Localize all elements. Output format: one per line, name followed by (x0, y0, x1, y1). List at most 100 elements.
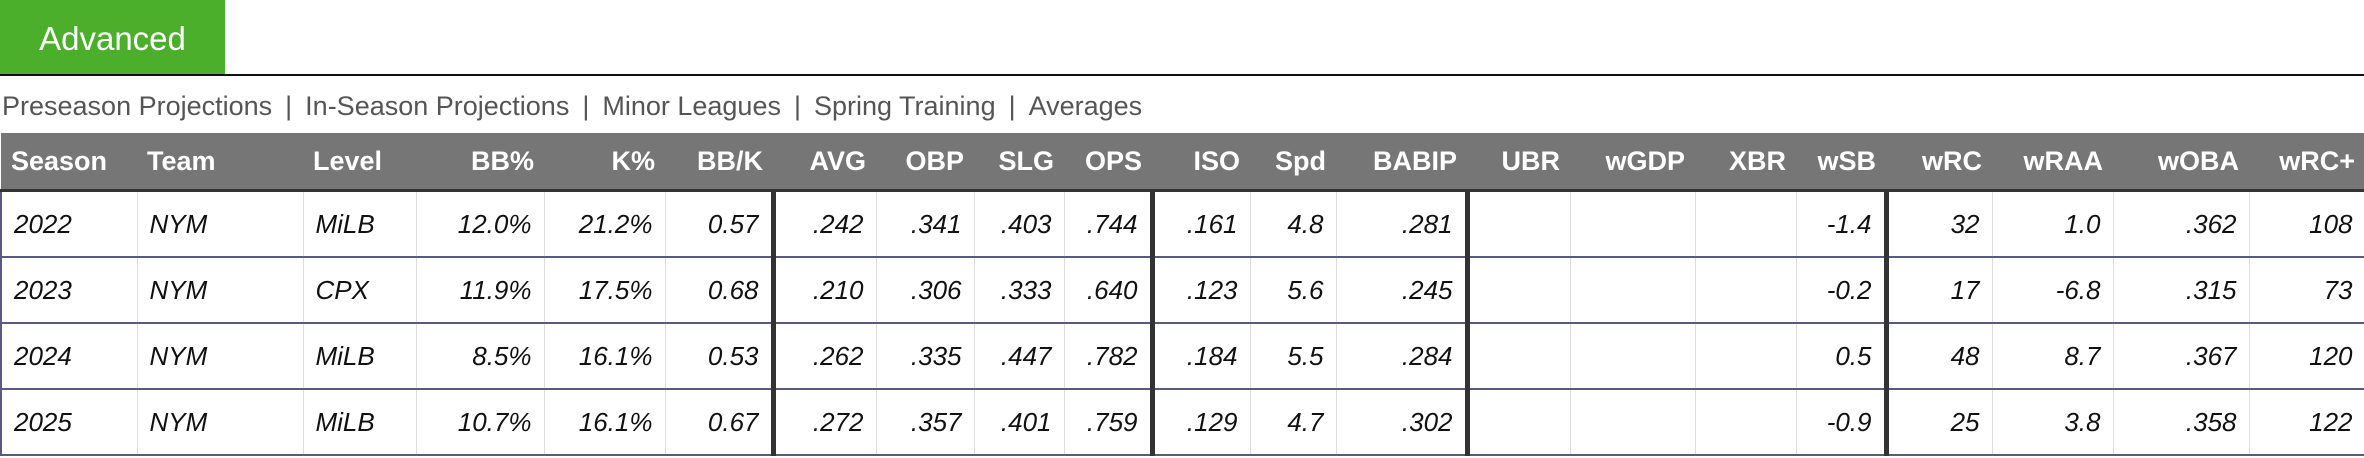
table-cell: .123 (1152, 257, 1251, 324)
column-header[interactable]: UBR (1467, 133, 1570, 191)
table-row: 2024 NYM MiLB 8.5% 16.1% 0.53.262.335.447.782… (0, 323, 2364, 390)
column-header[interactable]: OBP (876, 133, 974, 191)
table-cell: CPX (303, 257, 417, 324)
table-cell (1695, 257, 1797, 324)
table-cell (1570, 189, 1696, 258)
table-cell: 0.5 (1796, 323, 1889, 390)
column-header[interactable]: Level (303, 133, 416, 191)
table-cell: 32 (1886, 189, 1993, 258)
table-cell: .357 (876, 389, 975, 456)
table-cell: 5.6 (1250, 257, 1337, 324)
advanced-tab[interactable]: Advanced (0, 0, 225, 75)
table-cell: 2022 (0, 189, 138, 258)
table-cell: .640 (1064, 257, 1155, 324)
table-cell: .281 (1336, 189, 1470, 258)
nav-separator: | (793, 91, 801, 121)
tab-rule (0, 74, 2364, 76)
table-cell: 73 (2249, 257, 2364, 324)
column-header[interactable]: XBR (1695, 133, 1796, 191)
table-cell: 0.57 (665, 189, 776, 258)
table-cell (1467, 389, 1571, 456)
table-cell: .782 (1064, 323, 1155, 390)
table-cell: .744 (1064, 189, 1155, 258)
table-cell: 1.0 (1992, 189, 2114, 258)
stats-table: Season Team Level BB% K% BB/K AVG OBP SLG OPS ISO S… (0, 133, 2364, 456)
table-cell: 2025 (0, 389, 138, 456)
table-cell: .272 (773, 389, 877, 456)
table-cell: 10.7% (416, 389, 545, 456)
table-cell: NYM (137, 389, 304, 456)
column-header[interactable]: AVG (773, 133, 876, 191)
column-header[interactable]: wRAA (1992, 133, 2113, 191)
table-cell: 16.1% (544, 323, 666, 390)
table-cell: 8.7 (1992, 323, 2114, 390)
table-cell: .306 (876, 257, 975, 324)
table-cell: -0.2 (1796, 257, 1889, 324)
table-cell: .129 (1152, 389, 1251, 456)
column-header[interactable]: OPS (1064, 133, 1152, 191)
nav-separator: | (285, 91, 293, 121)
nav-link[interactable]: In-Season Projections (305, 91, 570, 121)
table-cell: 4.7 (1250, 389, 1337, 456)
column-header[interactable]: Season (1, 133, 137, 191)
table-cell: .302 (1336, 389, 1470, 456)
table-cell: 8.5% (416, 323, 545, 390)
column-header[interactable]: BABIP (1336, 133, 1467, 191)
table-cell: .447 (974, 323, 1065, 390)
table-cell: 2023 (0, 257, 138, 324)
table-cell: 0.53 (665, 323, 776, 390)
column-header[interactable]: wOBA (2113, 133, 2249, 191)
table-cell: 12.0% (416, 189, 545, 258)
column-header[interactable]: K% (544, 133, 665, 191)
table-cell: .341 (876, 189, 975, 258)
table-cell (1570, 389, 1696, 456)
table-cell: -6.8 (1992, 257, 2114, 324)
table-cell: 3.8 (1992, 389, 2114, 456)
nav-link[interactable]: Preseason Projections (2, 91, 273, 121)
nav-separator: | (582, 91, 590, 121)
table-cell: -0.9 (1796, 389, 1889, 456)
table-row: 2022 NYM MiLB 12.0% 21.2% 0.57.242.341.403.74… (0, 189, 2364, 258)
table-cell: .401 (974, 389, 1065, 456)
table-cell (1695, 323, 1797, 390)
table-cell (1570, 323, 1696, 390)
table-body: 2022 NYM MiLB 12.0% 21.2% 0.57.242.341.403.74… (0, 189, 2364, 456)
table-cell: 0.68 (665, 257, 776, 324)
column-header[interactable]: wRC+ (2249, 133, 2364, 191)
nav-link[interactable]: Averages (1028, 91, 1143, 121)
nav-link[interactable]: Minor Leagues (602, 91, 781, 121)
table-cell: 25 (1886, 389, 1993, 456)
table-cell (1467, 189, 1571, 258)
table-cell: 16.1% (544, 389, 666, 456)
column-header[interactable]: ISO (1152, 133, 1250, 191)
table-cell: .210 (773, 257, 877, 324)
table-cell: MiLB (303, 189, 417, 258)
table-cell: .403 (974, 189, 1065, 258)
column-header[interactable]: BB/K (665, 133, 773, 191)
table-cell (1570, 257, 1696, 324)
column-header[interactable]: Team (137, 133, 303, 191)
table-cell: .759 (1064, 389, 1155, 456)
table-cell: MiLB (303, 323, 417, 390)
table-cell: 122 (2249, 389, 2364, 456)
table-cell: .362 (2113, 189, 2250, 258)
table-cell: .335 (876, 323, 975, 390)
table-cell: NYM (137, 257, 304, 324)
column-header[interactable]: SLG (974, 133, 1064, 191)
header-row: Season Team Level BB% K% BB/K AVG OBP SLG OPS ISO S… (1, 133, 2364, 191)
table-cell: 2024 (0, 323, 138, 390)
table-cell: 48 (1886, 323, 1993, 390)
column-header[interactable]: wGDP (1570, 133, 1695, 191)
column-header[interactable]: wRC (1886, 133, 1992, 191)
column-header[interactable]: BB% (416, 133, 544, 191)
table-cell: -1.4 (1796, 189, 1889, 258)
table-cell: 21.2% (544, 189, 666, 258)
column-header[interactable]: Spd (1250, 133, 1336, 191)
nav-link[interactable]: Spring Training (813, 91, 996, 121)
column-header[interactable]: wSB (1796, 133, 1886, 191)
table-cell: .161 (1152, 189, 1251, 258)
nav-links: Preseason Projections | In-Season Projecti… (2, 88, 1142, 124)
table-cell (1467, 323, 1571, 390)
table-cell: NYM (137, 323, 304, 390)
